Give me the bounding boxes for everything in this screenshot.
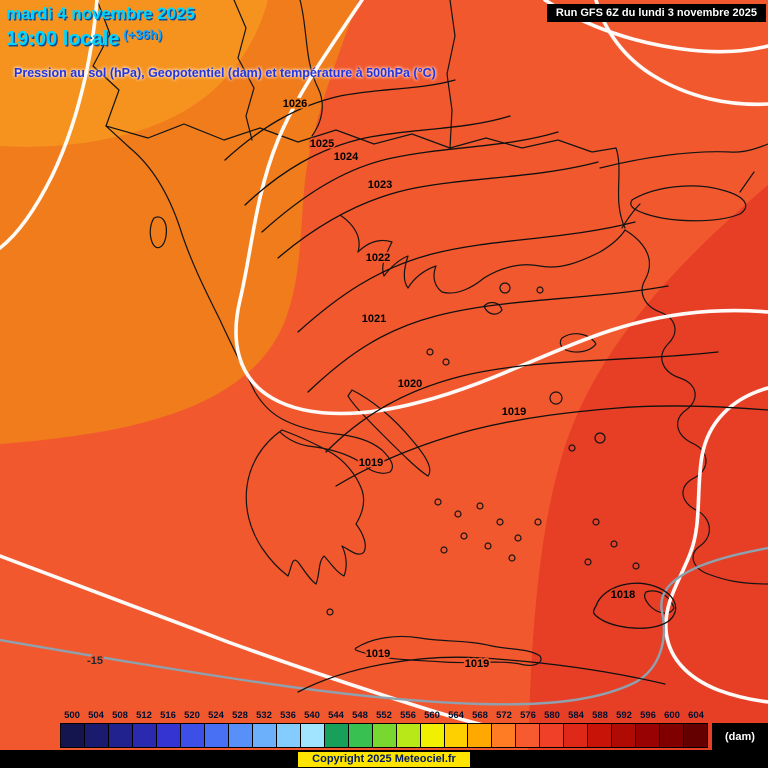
map-subtitle: Pression au sol (hPa), Geopotentiel (dam… — [14, 66, 436, 80]
scale-color-cell — [396, 724, 421, 747]
scale-color-cell — [540, 724, 565, 747]
scale-value: 512 — [136, 710, 152, 721]
isobar-label: 1020 — [398, 378, 422, 390]
isobar-label: 1021 — [362, 313, 386, 325]
scale-color-cell — [660, 724, 685, 747]
isobar-label: 1026 — [283, 98, 307, 110]
scale-value: 524 — [208, 710, 224, 721]
scale-value: 592 — [616, 710, 632, 721]
scale-value: 568 — [472, 710, 488, 721]
scale-value: 576 — [520, 710, 536, 721]
coastlines-borders — [92, 0, 768, 666]
scale-value: 604 — [688, 710, 704, 721]
isobar-label: 1019 — [366, 648, 390, 660]
scale-value: 596 — [640, 710, 656, 721]
scale-unit: (dam) — [712, 723, 768, 750]
scale-color-cell — [372, 724, 397, 747]
scale-value: 520 — [184, 710, 200, 721]
field-orange-light — [0, 0, 268, 147]
forecast-date: mardi 4 novembre 2025 — [6, 4, 195, 23]
scale-color-cell — [684, 724, 708, 747]
scale-value: 588 — [592, 710, 608, 721]
scale-value: 540 — [304, 710, 320, 721]
scale-color-cell — [324, 724, 349, 747]
scale-value: 552 — [376, 710, 392, 721]
scale-color-cell — [588, 724, 613, 747]
scale-color-cell — [61, 724, 85, 747]
scale-color-cell — [204, 724, 229, 747]
scale-value: 516 — [160, 710, 176, 721]
isobar-labels: 1026 1025 1024 1023 1022 1021 1020 1019 … — [85, 96, 637, 672]
scale-value: 564 — [448, 710, 464, 721]
scale-color-cell — [612, 724, 637, 747]
scale-value: 544 — [328, 710, 344, 721]
forecast-offset: (+36h) — [123, 27, 163, 42]
footer-bar: Copyright 2025 Meteociel.fr — [0, 750, 768, 768]
scale-value: 580 — [544, 710, 560, 721]
isobar-label: 1025 — [310, 138, 334, 150]
scale-value: 584 — [568, 710, 584, 721]
scale-color-cell — [420, 724, 445, 747]
isobar-label: 1024 — [334, 151, 359, 163]
scale-color-cell — [636, 724, 661, 747]
forecast-time: 19:00 locale (+36h) — [6, 27, 162, 51]
scale-color-cell — [132, 724, 157, 747]
scale-value: 548 — [352, 710, 368, 721]
scale-value: 600 — [664, 710, 680, 721]
aegean-islands — [326, 282, 640, 616]
scale-value: 536 — [280, 710, 296, 721]
scale-color-cell — [228, 724, 253, 747]
scale-value: 504 — [88, 710, 104, 721]
scale-color-cell — [564, 724, 589, 747]
temperature-label: -15 — [87, 655, 103, 667]
scale-color-cell — [156, 724, 181, 747]
scale-value: 572 — [496, 710, 512, 721]
scale-cells — [60, 723, 708, 748]
scale-color-cell — [84, 724, 109, 747]
isobars — [224, 79, 768, 693]
copyright: Copyright 2025 Meteociel.fr — [298, 751, 470, 767]
scale-color-cell — [252, 724, 277, 747]
scale-labels: 500 504 508 512 516 520 524 528 532 536 540 544 548 5… — [60, 710, 708, 721]
isobar-label: 1022 — [366, 252, 390, 264]
isobar-label: 1019 — [359, 457, 383, 469]
scale-color-cell — [108, 724, 133, 747]
scale-value: 532 — [256, 710, 272, 721]
scale-color-cell — [276, 724, 301, 747]
isobar-label: 1019 — [502, 406, 526, 418]
run-info: Run GFS 6Z du lundi 3 novembre 2025 — [546, 4, 766, 22]
scale-value: 500 — [64, 710, 80, 721]
scale-color-cell — [444, 724, 469, 747]
scale-color-cell — [348, 724, 373, 747]
temperature-contour — [0, 546, 768, 706]
scale-color-cell — [180, 724, 205, 747]
forecast-time-text: 19:00 locale — [6, 28, 120, 50]
scale-color-cell — [516, 724, 541, 747]
scale-color-cell — [492, 724, 517, 747]
scale-value: 560 — [424, 710, 440, 721]
isobar-label: 1019 — [465, 658, 489, 670]
field-red-deep — [528, 185, 768, 768]
scale-color-cell — [300, 724, 325, 747]
scale-value: 508 — [112, 710, 128, 721]
isobar-label: 1023 — [368, 179, 392, 191]
scale-value: 556 — [400, 710, 416, 721]
scale-color-cell — [468, 724, 493, 747]
isobar-label: 1018 — [611, 589, 635, 601]
scale-value: 528 — [232, 710, 248, 721]
